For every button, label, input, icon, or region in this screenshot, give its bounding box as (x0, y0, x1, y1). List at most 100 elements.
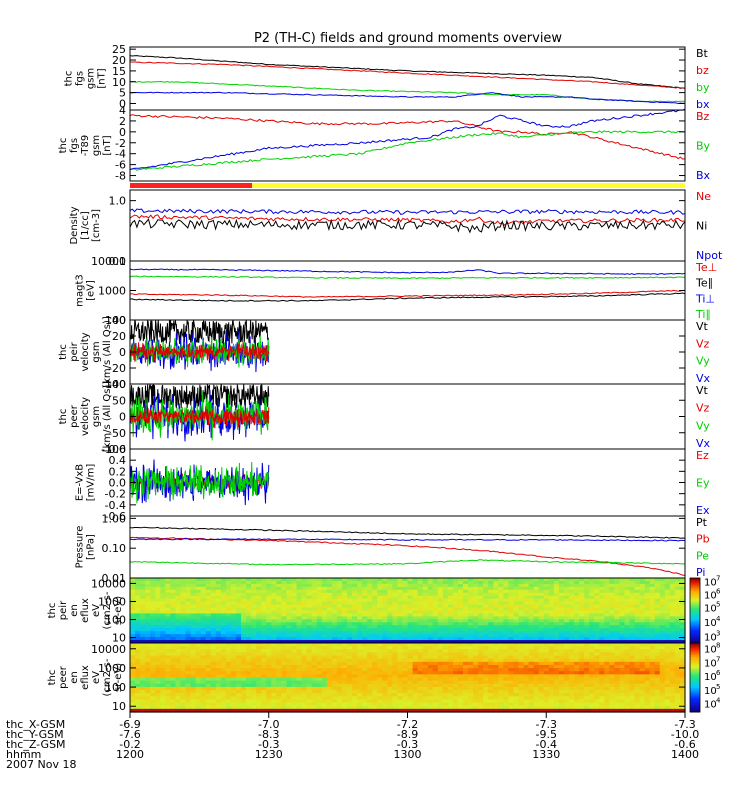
legend-Pt: Pt (696, 516, 708, 529)
y-axis-label: gsm (86, 68, 97, 89)
y-axis-label: -T89 (80, 135, 91, 157)
y-axis-label: gsm (91, 406, 102, 427)
legend-Vt: Vt (696, 384, 709, 397)
y-axis-label: velocity (80, 397, 91, 436)
density-series-Npot (130, 209, 685, 214)
y-tick-label: 1.00 (102, 512, 127, 525)
y-axis-label: gsm (91, 341, 102, 362)
density-series-Ni (130, 219, 685, 232)
pressure-frame (130, 516, 685, 578)
legend-bz: bz (696, 64, 709, 77)
legend-Bz: Bz (696, 110, 710, 123)
y-axis-label: sr-eV) (113, 596, 124, 625)
y-axis-label: [nT] (97, 68, 108, 88)
colorbar-label: 10 (704, 577, 717, 588)
y-axis-label: [mV/m] (86, 464, 97, 502)
y-axis-label: [nT] (102, 135, 113, 155)
legend-Vz: Vz (696, 402, 710, 415)
y-axis-label: en (69, 604, 80, 617)
temp-series-Te∥ (130, 293, 685, 301)
legend-Vy: Vy (696, 419, 710, 432)
fgs-series-bz (130, 62, 685, 88)
legend-Ti⊥: Ti⊥ (695, 292, 715, 305)
y-tick-label: 10000 (91, 255, 126, 268)
plot-title: P2 (TH-C) fields and ground moments over… (254, 31, 562, 46)
pressure-series-Pb (130, 537, 685, 575)
legend-Pb: Pb (696, 533, 710, 546)
y-axis-label: [km/s (All Qs)] (102, 381, 113, 453)
y-tick-label: 50 (112, 394, 126, 407)
y-axis-label: [nPa] (86, 534, 97, 560)
y-tick-label: 40 (112, 314, 126, 327)
colorbar-exponent: 6 (716, 587, 721, 595)
legend-Vz: Vz (696, 337, 710, 350)
legend-Vy: Vy (696, 355, 710, 368)
y-axis-label: (cm2-s- (102, 591, 113, 629)
y-axis-label: eflux (80, 598, 91, 623)
y-axis-label: thc (64, 71, 75, 87)
fgs-series-bx (130, 92, 685, 103)
temp-series-Ti⊥ (130, 269, 685, 275)
y-tick-label: 0 (119, 411, 126, 424)
fgs_t89-frame (130, 110, 685, 181)
y-tick-label: 0.10 (102, 542, 127, 555)
y-tick-label: 20 (112, 330, 126, 343)
y-axis-label: thc (58, 138, 69, 154)
legend-By: By (696, 140, 711, 153)
y-axis-label: peer (69, 404, 80, 428)
colorbar-exponent: 4 (716, 615, 721, 623)
fgs-series-by (130, 81, 685, 101)
legend-Ey: Ey (696, 477, 710, 490)
y-axis-label: [eV] (86, 280, 97, 301)
fgs_t89-series-By (130, 131, 685, 170)
density-frame (130, 190, 685, 261)
legend-Pe: Pe (696, 549, 709, 562)
colorbar-label: 10 (704, 618, 717, 629)
colorbar-exponent: 7 (716, 574, 720, 582)
temp-series-Ti∥ (130, 276, 685, 279)
legend-Te∥: Te∥ (695, 277, 713, 290)
pressure-series-Pe (130, 560, 685, 565)
panel-efield: 0.60.40.20.0-0.2-0.4-0.6E=-VxB[mV/m]EzEy… (75, 443, 710, 523)
y-axis-label: velocity (80, 332, 91, 371)
colorbar-exponent: 5 (716, 600, 720, 608)
y-axis-label: fgs (69, 138, 80, 153)
colorbar-label: 10 (704, 633, 717, 644)
legend-Bt: Bt (696, 47, 709, 60)
y-axis-label: fgs (75, 71, 86, 86)
y-axis-label: Density (69, 206, 80, 244)
colorbar-label: 10 (704, 603, 717, 614)
legend-Vt: Vt (696, 320, 709, 333)
legend-by: by (696, 81, 710, 94)
y-tick-label: 10000 (91, 577, 126, 590)
fgs_t89-series-Bz (130, 115, 685, 160)
y-axis-label: gsm (91, 135, 102, 156)
y-axis-label: thc (58, 409, 69, 425)
y-axis-label: [1/cc] (80, 211, 91, 240)
y-axis-label: eV (91, 604, 102, 617)
y-axis-label: [cm-3] (91, 209, 102, 242)
legend-Bx: Bx (696, 169, 711, 182)
legend-Ni: Ni (696, 220, 707, 233)
pressure-series-Pt (130, 527, 685, 538)
peir_vel-series-Vt (130, 320, 269, 344)
y-axis-label: magt3 (75, 274, 86, 307)
colorbar-label: 10 (704, 590, 717, 601)
y-axis-label: Pressure (75, 526, 86, 569)
y-tick-label: 1.0 (109, 195, 127, 208)
y-axis-label: peir (69, 341, 80, 361)
y-axis-label: E=-VxB (75, 464, 86, 501)
y-tick-label: -8 (115, 170, 126, 183)
legend-Ne: Ne (696, 190, 711, 203)
y-tick-label: 0 (119, 346, 126, 359)
